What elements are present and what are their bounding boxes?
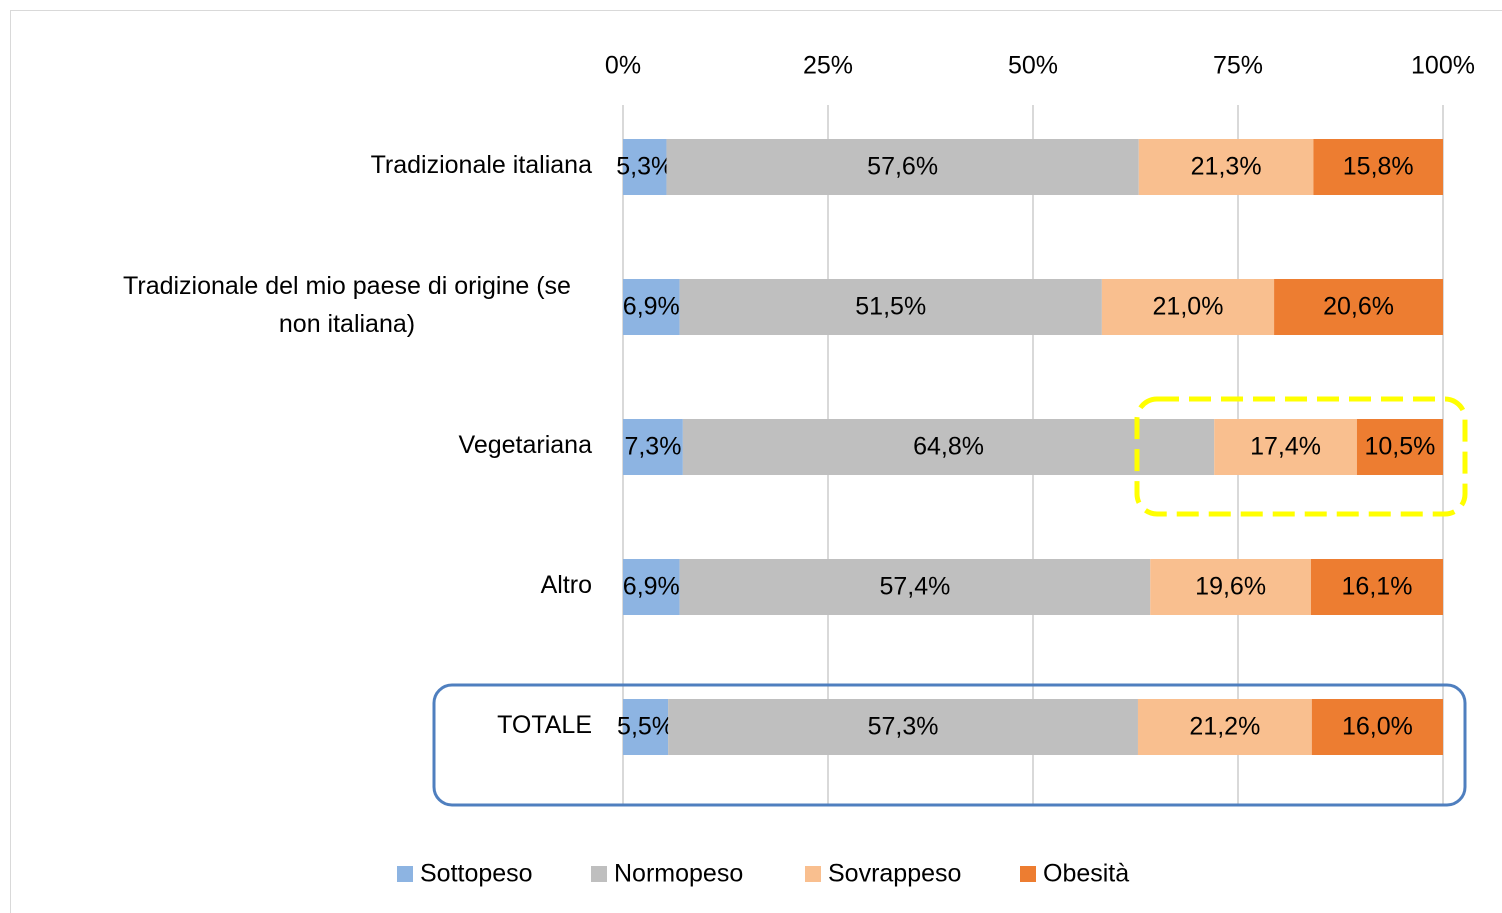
y-tick-label: TOTALE (497, 706, 592, 744)
data-label: 17,4% (1250, 433, 1321, 461)
bar-segment (679, 559, 1151, 615)
bar-segment (623, 279, 680, 335)
legend-label: Normopeso (614, 860, 743, 888)
legend-label: Sottopeso (420, 860, 533, 888)
data-label: 6,9% (623, 293, 680, 321)
data-label: 16,1% (1342, 573, 1413, 601)
data-label: 6,9% (623, 573, 680, 601)
bar-segment (1138, 139, 1314, 195)
data-label: 10,5% (1365, 433, 1436, 461)
bar-segment (1356, 419, 1443, 475)
bar-segment (623, 559, 680, 615)
data-label: 5,3% (616, 153, 673, 181)
bar-segment (668, 699, 1138, 755)
bar-segment (1150, 559, 1311, 615)
legend-label: Sovrappeso (828, 860, 961, 888)
bar-segment (682, 419, 1215, 475)
y-tick-label: Altro (541, 566, 592, 604)
bar-segment (623, 139, 667, 195)
bar-segment (1311, 699, 1443, 755)
bar-segment (623, 699, 669, 755)
bar-segment (623, 419, 683, 475)
data-label: 15,8% (1343, 153, 1414, 181)
x-tick-label: 75% (1213, 52, 1263, 80)
legend-label: Obesità (1043, 860, 1129, 888)
x-tick-label: 50% (1008, 52, 1058, 80)
data-label: 21,0% (1153, 293, 1224, 321)
bar-segment (1310, 559, 1443, 615)
data-label: 51,5% (855, 293, 926, 321)
data-label: 20,6% (1323, 293, 1394, 321)
legend-swatch (397, 866, 413, 882)
bar-segment (666, 139, 1139, 195)
data-label: 7,3% (624, 433, 681, 461)
bar-segment (1313, 139, 1443, 195)
category-text: TOTALE (497, 711, 592, 739)
bar-segment (1137, 699, 1312, 755)
x-tick-label: 25% (803, 52, 853, 80)
y-tick-label: Tradizionale italiana (371, 146, 592, 184)
category-text: Tradizionale del mio paese di origine (s… (123, 272, 571, 338)
data-label: 57,4% (879, 573, 950, 601)
data-label: 57,6% (867, 153, 938, 181)
data-label: 64,8% (913, 433, 984, 461)
legend-swatch (805, 866, 821, 882)
data-label: 21,3% (1191, 153, 1262, 181)
x-tick-label: 0% (605, 52, 641, 80)
highlight-box (1134, 396, 1468, 517)
bar-segment (679, 279, 1102, 335)
category-text: Vegetariana (458, 431, 592, 459)
category-text: Tradizionale italiana (370, 151, 592, 179)
bar-segment (1214, 419, 1357, 475)
y-tick-label: Vegetariana (459, 426, 592, 464)
bar-segment (1101, 279, 1275, 335)
data-label: 57,3% (868, 713, 939, 741)
total-box (432, 683, 1467, 807)
data-label: 21,2% (1189, 713, 1260, 741)
data-label: 19,6% (1195, 573, 1266, 601)
data-label: 5,5% (617, 713, 674, 741)
legend-swatch (591, 866, 607, 882)
x-tick-label: 100% (1411, 52, 1475, 80)
category-text: Altro (540, 571, 592, 599)
legend-swatch (1020, 866, 1036, 882)
chart-frame (10, 10, 1502, 913)
bar-segment (1274, 279, 1443, 335)
data-label: 16,0% (1342, 713, 1413, 741)
y-tick-label: Tradizionale del mio paese di origine (s… (102, 267, 592, 343)
